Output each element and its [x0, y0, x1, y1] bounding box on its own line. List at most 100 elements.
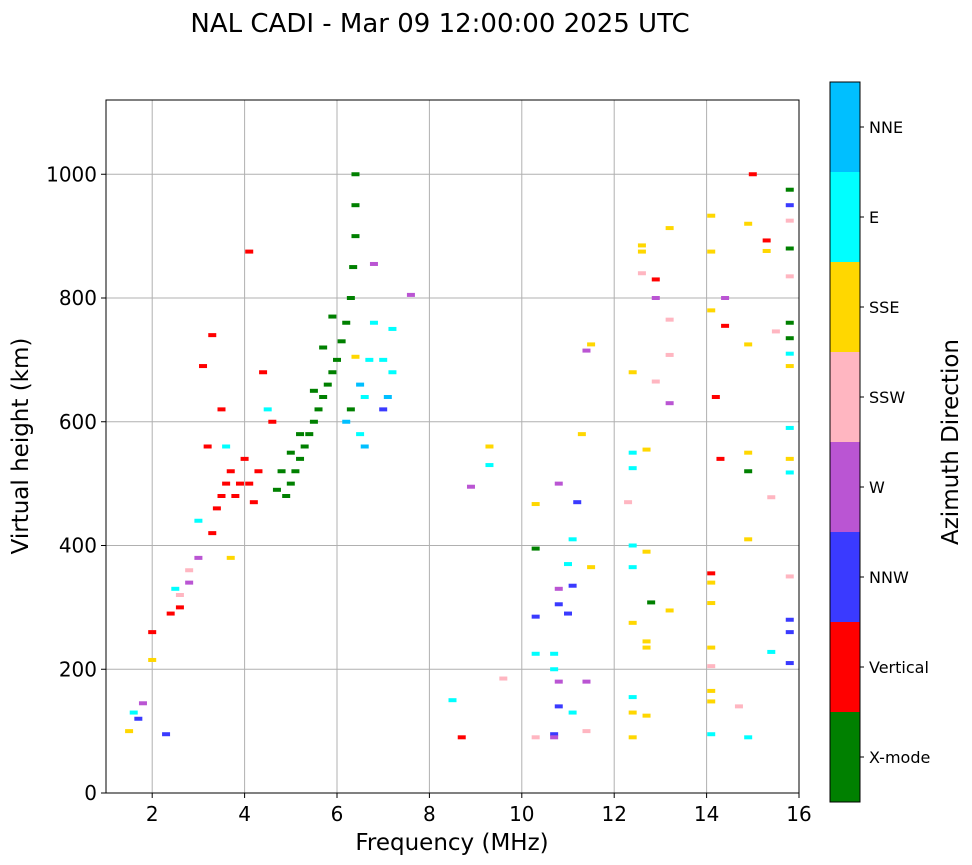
- data-point: [744, 450, 753, 455]
- data-point: [642, 645, 651, 650]
- data-point: [707, 213, 716, 218]
- colorbar-title: Azimuth Direction: [938, 339, 964, 545]
- data-point: [587, 342, 596, 347]
- series-nnw: [134, 203, 794, 737]
- data-point: [564, 611, 572, 616]
- data-point: [499, 676, 508, 681]
- data-point: [286, 450, 295, 455]
- data-point: [707, 688, 716, 693]
- data-point: [550, 735, 559, 740]
- series-nne: [342, 382, 392, 449]
- data-point: [707, 249, 716, 254]
- data-point: [245, 249, 254, 254]
- data-point: [744, 221, 753, 226]
- data-point: [231, 494, 240, 498]
- series-sse: [125, 213, 794, 740]
- data-point: [222, 444, 231, 449]
- data-point: [642, 713, 651, 718]
- data-point: [785, 617, 794, 622]
- data-point: [624, 500, 633, 505]
- data-point: [166, 611, 175, 616]
- colorbar-label: NNW: [869, 568, 909, 587]
- data-point: [628, 450, 637, 455]
- colorbar-label: SSE: [869, 298, 899, 317]
- data-point: [226, 469, 235, 474]
- data-point: [748, 172, 757, 177]
- data-point: [554, 602, 563, 607]
- data-point: [254, 469, 263, 474]
- colorbar-label: SSW: [869, 388, 905, 407]
- data-point: [346, 296, 355, 300]
- data-point: [628, 466, 637, 471]
- data-point: [531, 651, 540, 656]
- data-point: [314, 407, 323, 412]
- data-point: [129, 710, 138, 715]
- data-point: [762, 238, 771, 243]
- data-point: [175, 605, 184, 610]
- data-point: [531, 502, 540, 507]
- data-point: [711, 395, 720, 399]
- data-point: [296, 432, 305, 437]
- data-point: [744, 469, 753, 474]
- data-point: [707, 645, 716, 650]
- data-point: [707, 571, 716, 576]
- data-point: [379, 407, 388, 412]
- data-point: [707, 664, 716, 669]
- data-point: [268, 419, 277, 424]
- x-tick-label: 2: [146, 802, 159, 826]
- data-point: [148, 657, 157, 662]
- series-vertical: [148, 172, 771, 740]
- data-point: [707, 699, 716, 704]
- colorbar-label: Vertical: [869, 658, 929, 677]
- data-point: [346, 407, 355, 412]
- data-point: [721, 323, 730, 328]
- data-point: [785, 320, 794, 325]
- data-point: [185, 580, 194, 585]
- data-point: [194, 518, 203, 523]
- data-point: [356, 432, 365, 437]
- data-point: [785, 364, 794, 369]
- colorbar-segment: [830, 532, 860, 622]
- y-tick-label: 600: [59, 410, 97, 434]
- data-point: [647, 600, 656, 605]
- data-point: [785, 336, 794, 341]
- data-point: [249, 500, 258, 505]
- data-point: [333, 357, 341, 362]
- data-point: [208, 333, 217, 338]
- data-point: [349, 265, 358, 270]
- x-tick-label: 16: [786, 802, 811, 826]
- data-point: [628, 735, 637, 740]
- x-tick-label: 8: [423, 802, 436, 826]
- data-point: [550, 667, 559, 672]
- data-point: [785, 246, 794, 251]
- data-point: [582, 729, 591, 734]
- data-point: [485, 463, 494, 468]
- data-point: [337, 339, 346, 344]
- data-point: [369, 261, 378, 266]
- data-point: [217, 494, 226, 498]
- data-point: [369, 320, 378, 325]
- data-point: [199, 364, 208, 369]
- data-point: [351, 234, 360, 239]
- data-point: [360, 395, 369, 399]
- data-point: [582, 679, 591, 684]
- data-point: [785, 218, 794, 223]
- y-tick-label: 200: [59, 657, 97, 681]
- data-point: [342, 419, 351, 424]
- colorbar-label: X-mode: [869, 748, 930, 767]
- data-point: [665, 608, 674, 613]
- data-point: [628, 565, 637, 570]
- data-point: [296, 456, 305, 461]
- data-point: [582, 348, 591, 353]
- data-point: [277, 469, 286, 474]
- data-point: [342, 320, 351, 325]
- data-point: [240, 456, 249, 461]
- data-point: [637, 249, 646, 254]
- data-point: [162, 732, 171, 737]
- data-point: [217, 407, 226, 412]
- colorbar: X-mode Vertical NNW W SSW SSE E NNE: [829, 81, 930, 803]
- data-point: [351, 172, 360, 177]
- data-point: [762, 248, 771, 253]
- data-point: [628, 620, 637, 625]
- data-point: [642, 447, 651, 452]
